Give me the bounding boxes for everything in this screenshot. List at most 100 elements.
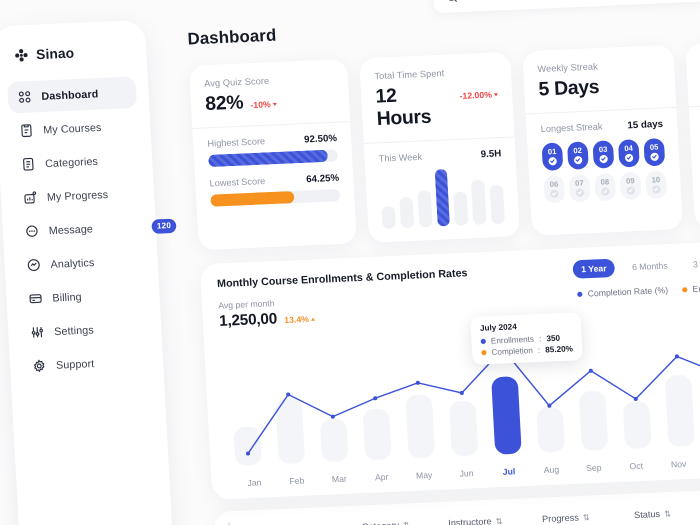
sidebar-item-support[interactable]: Support (22, 345, 152, 382)
streak-day-number: 02 (573, 145, 583, 156)
longest-streak-value: 15 days (627, 118, 664, 132)
check-icon (575, 188, 585, 197)
streak-day-pill[interactable]: 01 (541, 142, 564, 171)
sort-arrows-icon: ⇅ (495, 516, 502, 525)
streak-day-number: 05 (649, 142, 659, 153)
column-header-instructor[interactable]: Instructore ⇅ (448, 514, 542, 525)
streak-day-pill[interactable]: 04 (617, 139, 640, 168)
column-header-status[interactable]: Status ⇅ (634, 507, 700, 520)
search-input[interactable]: Search anything here ... (432, 0, 700, 14)
progress-fill (208, 149, 329, 168)
stat-cards: Avg Quiz Score 82% -10% Highest Score 92… (160, 25, 700, 252)
card-delta: -12.00% (459, 89, 499, 101)
column-label: Status (633, 508, 661, 521)
range-option-6-months[interactable]: 6 Months (631, 260, 668, 273)
brand-name: Sinao (35, 45, 75, 63)
column-label: Category (362, 520, 400, 525)
streak-day-pill[interactable]: 07 (568, 173, 591, 203)
sidebar-item-analytics[interactable]: Analytics (16, 244, 146, 281)
flower-logo-icon (15, 49, 28, 62)
weekly-bar (453, 191, 469, 226)
streak-day-number: 07 (574, 178, 584, 189)
sidebar-item-message[interactable]: Message 120 (14, 211, 177, 248)
lowest-score-bar (210, 188, 341, 207)
legend-label: Enrollments (692, 281, 700, 294)
sidebar-item-categories[interactable]: Categories (11, 144, 141, 181)
sidebar-item-billing[interactable]: Billing (18, 278, 148, 315)
x-axis-tick: May (415, 469, 433, 481)
sort-arrows-icon: ⇅ (402, 520, 410, 525)
sidebar-item-my-courses[interactable]: My Courses (9, 110, 139, 147)
chart-tooltip: July 2024 Enrollments : 350 Completion :… (470, 312, 583, 365)
streak-day-number: 10 (651, 175, 661, 185)
blue-dot-icon (480, 338, 486, 345)
pulse-icon (27, 259, 40, 272)
search-icon (447, 0, 458, 3)
sidebar-item-label: My Progress (46, 188, 109, 204)
streak-day-number: 01 (547, 147, 557, 157)
legend-swatch (577, 291, 583, 297)
range-option-3-months[interactable]: 3 Months (692, 258, 700, 270)
streak-day-pill[interactable]: 06 (543, 175, 566, 204)
streak-day-pill[interactable]: 08 (594, 172, 617, 202)
tooltip-title: July 2024 (479, 322, 517, 333)
avg-delta: 13.4% (283, 313, 316, 326)
streak-day-number: 06 (549, 179, 559, 190)
separator: : (537, 345, 541, 355)
check-icon (624, 153, 634, 162)
x-axis-tick: Feb (289, 475, 305, 487)
orange-dot-icon (481, 349, 487, 356)
weekly-bar (399, 196, 415, 229)
weekly-bar (489, 184, 506, 225)
streak-day-pill[interactable]: 09 (619, 171, 642, 201)
streak-day-pill[interactable]: 03 (592, 140, 615, 169)
highest-score-bar (208, 149, 339, 168)
streak-day-number: 09 (625, 176, 635, 186)
sidebar-item-settings[interactable]: Settings (20, 312, 150, 349)
x-axis-tick: Apr (374, 471, 389, 483)
topbar: Search anything here ... (156, 0, 700, 25)
streak-day-pill[interactable]: 05 (643, 138, 666, 167)
sidebar-item-my-progress[interactable]: My Progress (12, 177, 142, 214)
column-label: Progress (541, 512, 580, 525)
lowest-score-value: 64.25% (305, 172, 340, 186)
column-header-category[interactable]: Category⇅ (362, 518, 449, 525)
weekly-bar (417, 190, 433, 228)
sort-arrows-icon: ⇅ (582, 512, 589, 522)
delta-text: 13.4% (283, 313, 310, 326)
sidebar-nav: Dashboard My Courses Categories My Progr… (7, 76, 177, 382)
chart-svg (233, 344, 700, 466)
weekly-bar (471, 179, 487, 225)
streak-day-pill[interactable]: 02 (566, 141, 589, 170)
sidebar-item-label: Dashboard (41, 87, 99, 103)
streak-day-pill[interactable]: 10 (645, 170, 668, 200)
sidebar-item-dashboard[interactable]: Dashboard (7, 76, 138, 114)
sidebar-item-label: Message (48, 222, 94, 237)
highest-score-label: Highest Score (207, 136, 266, 149)
chart-bar-icon (24, 191, 37, 204)
search-placeholder: Search anything here ... (467, 0, 570, 2)
arrow-down-icon (493, 92, 499, 96)
this-week-value: 9.5H (480, 148, 502, 161)
range-option-1-year[interactable]: 1 Year (572, 258, 616, 279)
card-icon (29, 294, 42, 304)
brand: Sinao (5, 39, 134, 64)
tooltip-completion-value: 85.20% (544, 344, 574, 355)
sort-arrows-icon: ⇅ (663, 508, 671, 519)
check-icon (599, 154, 608, 164)
x-axis-tick: Jul (502, 466, 516, 477)
weekly-bar (381, 205, 396, 229)
divider (688, 100, 700, 108)
card-label: Total Time Spent (374, 67, 445, 82)
gear-icon (33, 359, 45, 373)
card-value: 5 Days (538, 76, 600, 101)
grid-icon (18, 91, 31, 103)
sidebar-item-label: My Courses (42, 121, 102, 137)
column-header-progress[interactable]: Progress ⇅ (542, 510, 635, 524)
delta-text: -12.00% (459, 89, 493, 101)
tooltip-enrollments-label: Enrollments (490, 334, 535, 346)
streak-day-pills: 01 02 03 04 05 06 07 08 09 10 (541, 138, 668, 204)
chat-icon (26, 225, 38, 237)
